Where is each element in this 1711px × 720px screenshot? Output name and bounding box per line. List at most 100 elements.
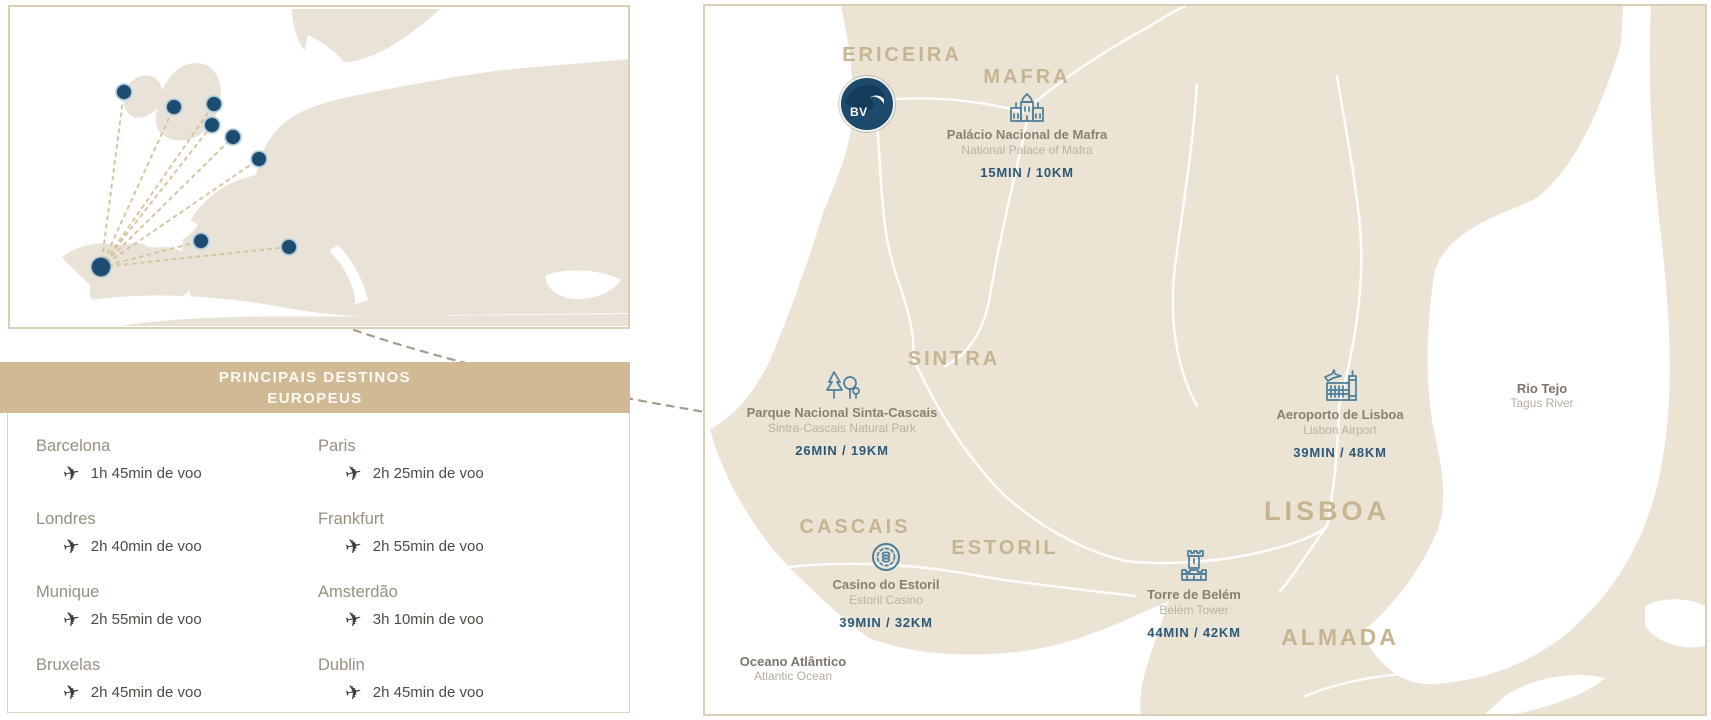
poi-travel-time: 26MIN / 19KM	[795, 443, 889, 459]
area-label-mafra: MAFRA	[983, 66, 1071, 88]
poi-subtitle: Lisbon Airport	[1303, 423, 1377, 438]
poi-subtitle: Sintra-Cascais Natural Park	[767, 421, 917, 436]
area-label-lisboa: LISBOA	[1263, 496, 1391, 526]
flight-route-line	[100, 106, 175, 268]
destinations-header-band: PRINCIPAIS DESTINOS EUROPEUS	[0, 362, 630, 413]
destination-item: Paris ✈ 2h 25min de voo	[318, 437, 629, 510]
flight-route-line	[100, 103, 215, 268]
flight-route-line	[100, 136, 234, 268]
poi-name: Palácio Nacional de Mafra	[946, 127, 1108, 142]
plane-icon: ✈	[60, 459, 83, 487]
destinations-title-line2: EUROPEUS	[267, 389, 363, 407]
destination-item: Frankfurt ✈ 2h 55min de voo	[318, 510, 629, 583]
area-label-cascais: CASCAIS	[799, 516, 911, 538]
detail-map-canvas	[705, 6, 1705, 714]
flight-route-line	[100, 246, 290, 268]
poi-travel-time: 39MIN / 48KM	[1293, 445, 1387, 461]
destination-city: Barcelona	[36, 437, 111, 455]
flight-time: 2h 55min de voo	[90, 610, 202, 628]
poi-travel-time: 15MIN / 10KM	[980, 165, 1074, 181]
destinations-title-line1: PRINCIPAIS DESTINOS	[218, 368, 412, 386]
origin-city-dot[interactable]	[90, 256, 112, 278]
flight-route-line	[100, 91, 125, 268]
destination-city-dot[interactable]	[203, 116, 221, 134]
destination-city: Munique	[36, 583, 100, 601]
poi-mafra-palace[interactable]: Palácio Nacional de Mafra National Palac…	[912, 92, 1142, 180]
poi-subtitle: Estoril Casino	[848, 593, 924, 608]
destination-item: Munique ✈ 2h 55min de voo	[36, 583, 318, 656]
ocean-label: Oceano Atlântico Atlantic Ocean	[740, 654, 846, 683]
destination-item: Bruxelas ✈ 2h 45min de voo	[36, 656, 318, 720]
casino-chip-icon	[871, 542, 901, 572]
destination-item: Barcelona ✈ 1h 45min de voo	[36, 437, 318, 510]
area-label-almada: ALMADA	[1281, 624, 1399, 650]
river-name: Rio Tejo	[1516, 381, 1568, 396]
destination-city-dot[interactable]	[115, 83, 133, 101]
wave-icon	[845, 84, 885, 111]
airport-icon	[1319, 368, 1361, 402]
poi-name: Torre de Belém	[1147, 587, 1241, 602]
plane-icon: ✈	[342, 459, 365, 487]
destinations-panel: Barcelona ✈ 1h 45min de voo Paris ✈ 2h 25m…	[7, 413, 630, 713]
bv-wave-logo-marker[interactable]: BV	[839, 76, 895, 132]
destination-city: Frankfurt	[318, 510, 385, 528]
poi-travel-time: 39MIN / 32KM	[839, 615, 933, 631]
water-shapes	[705, 6, 1705, 714]
trees-icon	[824, 370, 860, 400]
destination-city-dot[interactable]	[192, 232, 210, 250]
poi-subtitle: National Palace of Mafra	[961, 143, 1093, 158]
flight-time: 2h 45min de voo	[372, 683, 484, 701]
area-label-ericeira: ERICEIRA	[842, 44, 962, 66]
river-subtitle: Tagus River	[1510, 396, 1574, 410]
destination-city-dot[interactable]	[250, 150, 268, 168]
poi-name: Aeroporto de Lisboa	[1276, 407, 1404, 422]
destination-city: Paris	[318, 437, 356, 455]
river-label: Rio Tejo Tagus River	[1510, 381, 1573, 410]
plane-icon: ✈	[60, 605, 83, 633]
flight-time: 2h 25min de voo	[372, 464, 484, 482]
poi-belem-tower[interactable]: Torre de Belém Belém Tower 44MIN / 42KM	[1079, 548, 1309, 640]
destination-city-dot[interactable]	[205, 95, 223, 113]
flight-time: 2h 40min de voo	[90, 537, 202, 555]
poi-sintra-cascais-park[interactable]: Parque Nacional Sinta-Cascais Sintra-Cas…	[727, 370, 957, 458]
destination-city: Amsterdão	[318, 583, 398, 601]
destination-city: Londres	[36, 510, 96, 528]
poi-name: Parque Nacional Sinta-Cascais	[746, 405, 938, 420]
flight-route-line	[100, 240, 202, 268]
area-label-estoril: ESTORIL	[951, 537, 1059, 559]
destination-item: Dublin ✈ 2h 45min de voo	[318, 656, 629, 720]
flight-time: 2h 45min de voo	[90, 683, 202, 701]
destination-city: Dublin	[318, 656, 365, 674]
flight-time: 2h 55min de voo	[372, 537, 484, 555]
poi-lisbon-airport[interactable]: Aeroporto de Lisboa Lisbon Airport 39MIN…	[1225, 368, 1455, 460]
flight-time: 3h 10min de voo	[372, 610, 484, 628]
destination-city-dot[interactable]	[165, 98, 183, 116]
poi-name: Casino do Estoril	[832, 577, 940, 592]
destination-city: Bruxelas	[36, 656, 101, 674]
plane-icon: ✈	[60, 532, 83, 560]
destination-item: Londres ✈ 2h 40min de voo	[36, 510, 318, 583]
flight-route-line	[100, 124, 213, 268]
europe-landmass	[62, 9, 628, 326]
flight-routes-layer	[90, 83, 298, 278]
palace-icon	[1008, 92, 1046, 122]
plane-icon: ✈	[342, 532, 365, 560]
roads	[787, 6, 1457, 698]
destination-city-dot[interactable]	[224, 128, 242, 146]
lisbon-region-map: ERICEIRA MAFRA SINTRA CASCAIS ESTORIL LI…	[703, 4, 1707, 716]
plane-icon: ✈	[342, 678, 365, 706]
tower-icon	[1179, 548, 1209, 582]
poi-casino-estoril[interactable]: Casino do Estoril Estoril Casino 39MIN /…	[771, 542, 1001, 630]
area-label-sintra: SINTRA	[907, 348, 1001, 370]
bv-logo-text: BV	[850, 105, 868, 119]
europe-map-canvas	[62, 9, 628, 326]
destination-city-dot[interactable]	[280, 238, 298, 256]
flight-time: 1h 45min de voo	[90, 464, 202, 482]
flight-route-line	[100, 158, 260, 268]
plane-icon: ✈	[342, 605, 365, 633]
ocean-name: Oceano Atlântico	[739, 654, 847, 669]
ocean-subtitle: Atlantic Ocean	[753, 669, 833, 683]
poi-subtitle: Belém Tower	[1159, 603, 1229, 618]
destinations-grid: Barcelona ✈ 1h 45min de voo Paris ✈ 2h 25m…	[36, 437, 629, 720]
